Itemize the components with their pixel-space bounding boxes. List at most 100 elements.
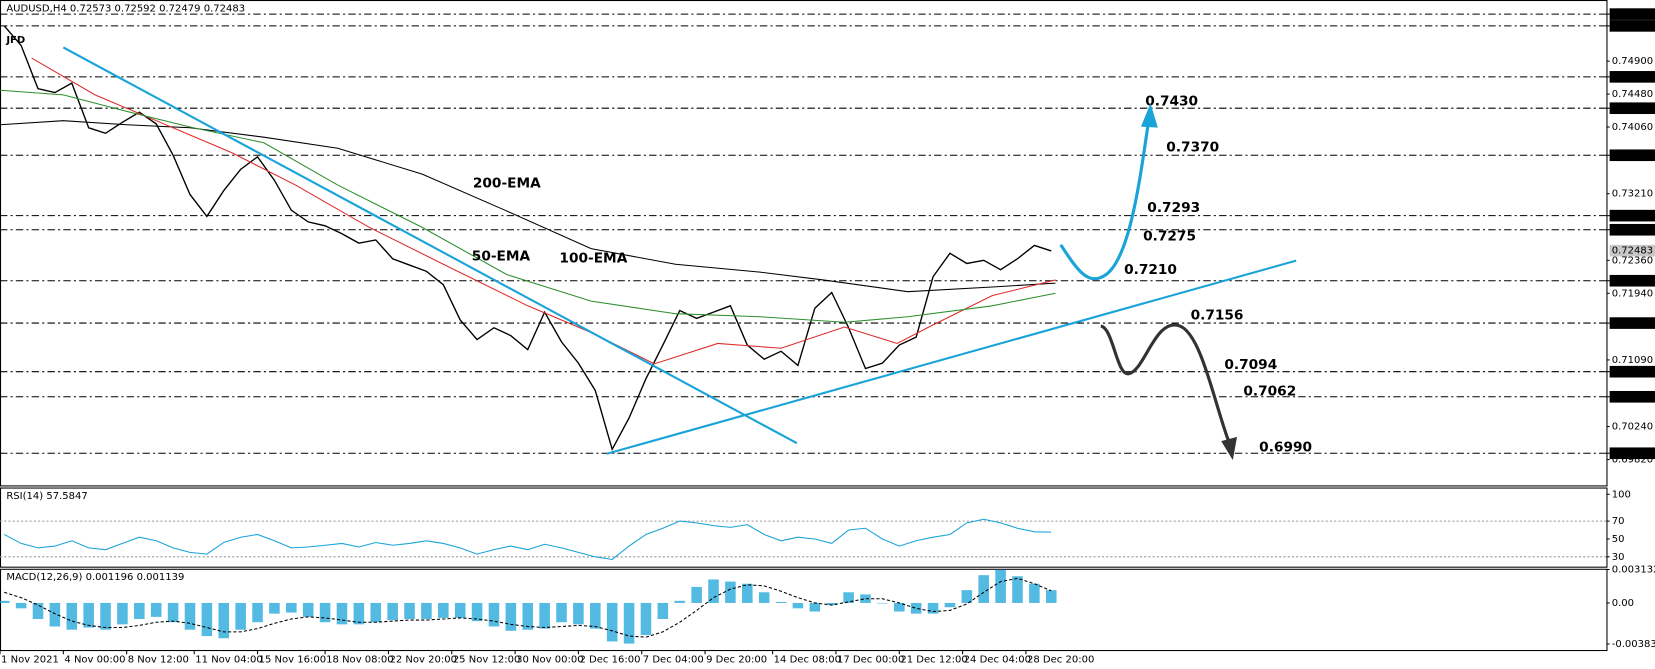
ema-label: 100-EMA [559,251,627,267]
y-tick-label: 0.72360 [1612,255,1653,266]
macd-bar [708,579,719,603]
x-tick-label: 14 Dec 08:00 [774,655,841,666]
price-line [3,518,1052,561]
level-price-box [1609,149,1655,162]
ema-label: 200-EMA [473,176,541,192]
panel-frame [0,487,1608,568]
macd-bar [370,602,382,623]
macd-bar [404,602,415,620]
x-tick-label: 18 Nov 08:00 [326,655,394,666]
y-tick-label: 0.74060 [1612,122,1653,133]
level-annotation: 0.7094 [1224,357,1277,373]
level-price-box [1609,317,1655,329]
macd-bar [134,602,145,620]
y-tick-label: 0.69820 [1612,455,1653,466]
macd-bar [893,602,905,612]
trend-line [62,46,798,445]
macd-bar [302,602,314,617]
macd-bar [590,602,601,629]
macd-bar [0,600,10,603]
level-price-box [1609,20,1655,32]
level-price-box [1609,447,1655,460]
macd-bar [454,602,466,618]
macd-bar [691,586,702,603]
panel: 100 70 50 30 RSI(14) 57.5847 [0,489,1631,563]
y-tick-label: 30 [1612,552,1625,563]
macd-bar [1045,590,1057,603]
macd-bar [758,592,770,603]
x-tick-label: 1 Nov 2021 [1,655,59,666]
macd-bar [573,602,584,625]
macd-bar [505,602,517,631]
macd-bar [117,602,128,625]
x-tick-label: 21 Dec 12:00 [900,655,967,666]
panel-frame [0,568,1608,652]
level-price-box [1609,209,1655,222]
macd-bar [32,602,44,620]
level-price-box [1609,274,1655,287]
macd-bar [910,602,922,614]
level-annotation: 0.7156 [1191,308,1244,324]
macd-bar [927,602,939,614]
y-tick-label: -0.003837 [1612,639,1655,650]
macd-bar [843,592,854,603]
macd-bar [775,601,787,603]
macd-bar [623,602,635,644]
macd-bar [606,602,618,642]
y-tick-label: 0.75500 [1612,9,1653,20]
macd-bar [860,594,871,603]
y-tick-label: 0.72100 [1612,276,1653,287]
x-tick-label: 17 Dec 00:00 [837,655,904,666]
y-tick-label: 70 [1612,516,1625,527]
macd-bar [184,602,196,630]
x-tick-label: 15 Nov 16:00 [259,655,327,666]
y-tick-label: 100 [1612,489,1631,500]
level-price-box [1609,102,1655,115]
macd-bar [539,602,550,629]
macd-bar [556,602,567,623]
panel-frame [0,0,1608,487]
price-line [3,25,1052,452]
macd-bar [657,602,669,620]
x-tick-label: 28 Dec 20:00 [1027,655,1094,666]
level-annotation: 0.7293 [1147,200,1200,216]
macd-bar [336,602,348,625]
last-price-box [1609,244,1655,257]
y-tick-label: 0.70940 [1612,367,1653,378]
x-tick-label: 22 Nov 20:00 [389,655,457,666]
x-tick-label: 2 Dec 16:00 [579,655,640,666]
x-tick-label: 4 Nov 00:00 [64,655,125,666]
y-tick-label: 0.70620 [1612,392,1653,403]
y-tick-label: 0.75350 [1612,21,1653,32]
level-annotation: 0.7210 [1124,262,1177,278]
macd-bar [167,602,179,623]
macd-bar [150,602,162,617]
macd-bar [995,569,1006,603]
logo: JFD [5,35,25,46]
y-tick-label: 0.69900 [1612,448,1653,459]
y-tick-label: 0.73210 [1612,189,1653,200]
level-price-box [1609,365,1655,378]
y-tick-label: 0.00 [1612,598,1634,609]
y-tick-label: 0.72930 [1612,211,1653,222]
macd-bar [286,602,297,613]
analysis-drawings [62,46,1297,461]
trend-line [606,259,1297,455]
macd-bar [1029,583,1040,603]
x-tick-label: 11 Nov 04:00 [195,655,263,666]
x-tick-label: 24 Dec 04:00 [964,655,1031,666]
y-tick-label: 0.71560 [1612,318,1653,329]
macd-bar [471,602,483,622]
level-price-box [1609,390,1655,403]
macd-bar [792,602,804,609]
macd-bar [252,602,263,623]
macd-bar [725,581,736,603]
ema-line [0,89,1056,323]
panel: 0.003132 0.00 -0.003837 MACD(12,26,9) 0.001… [0,564,1655,650]
macd-bar [49,602,61,627]
level-annotation: 0.7430 [1145,93,1198,109]
y-tick-label: 0.003132 [1612,564,1655,575]
macd-bar [269,602,280,614]
